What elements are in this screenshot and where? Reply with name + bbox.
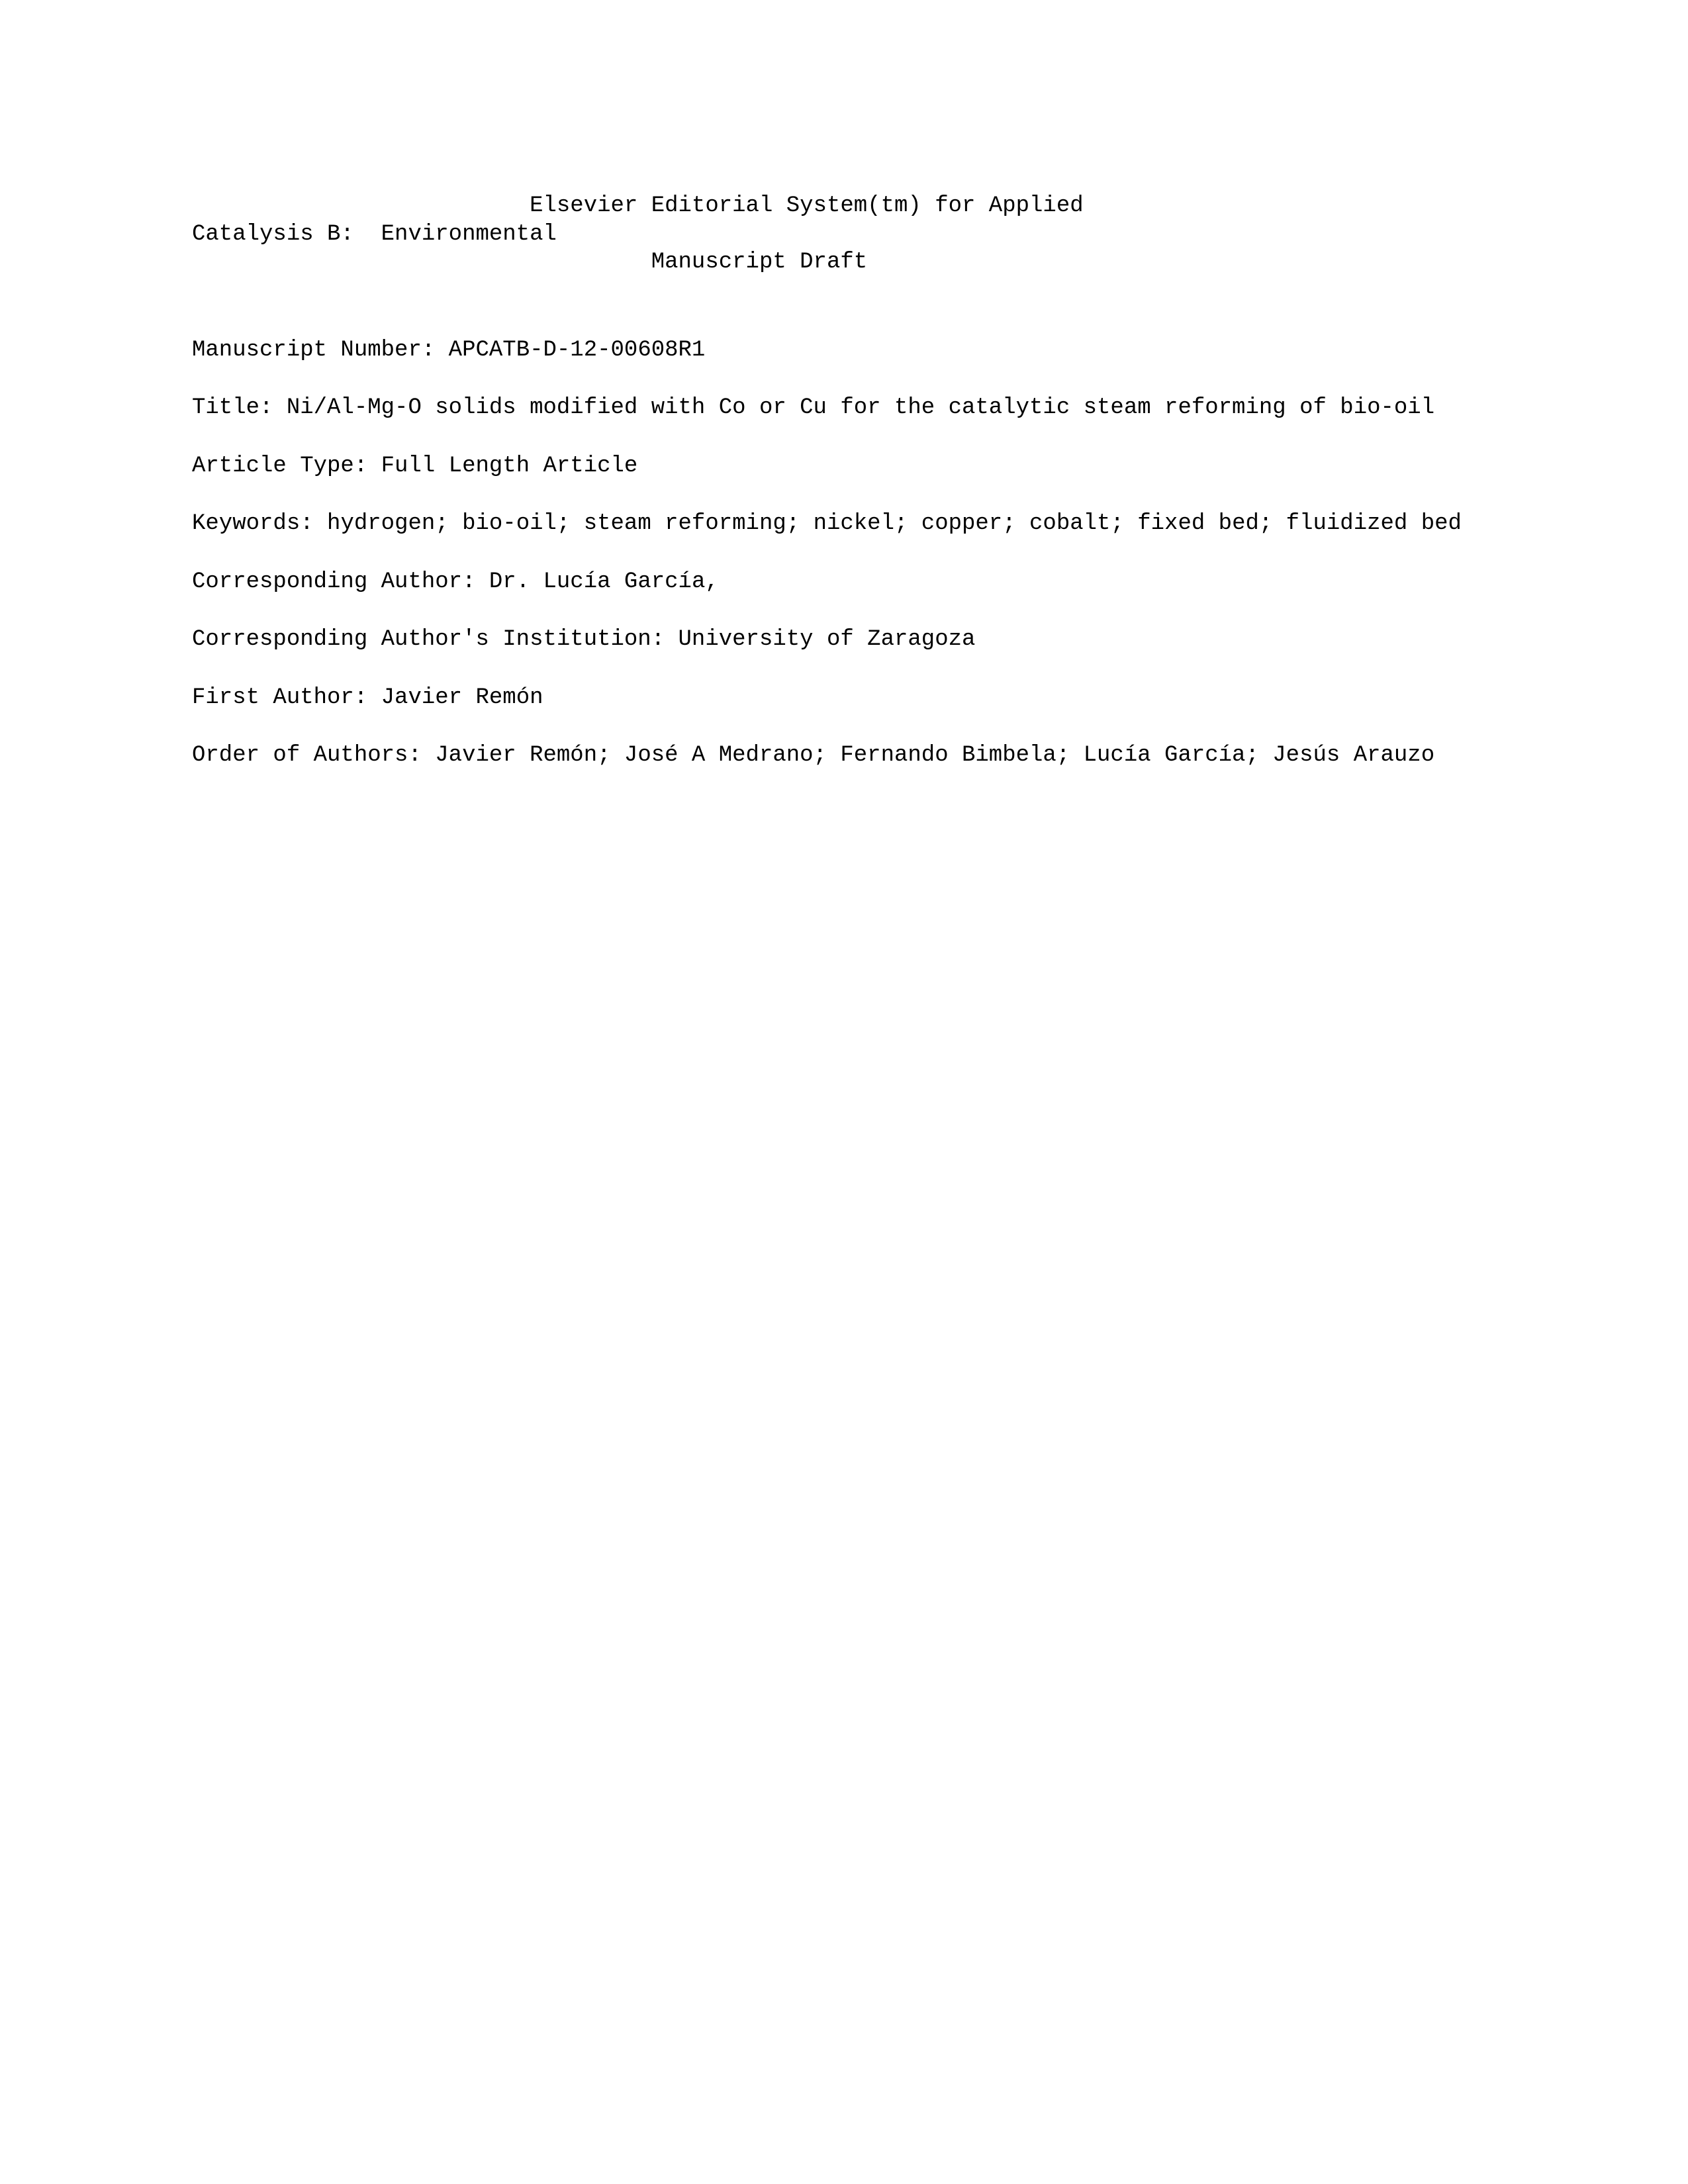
- title-field: Title: Ni/Al-Mg-O solids modified with C…: [192, 394, 1496, 422]
- manuscript-number-value: APCATB-D-12-00608R1: [449, 338, 706, 363]
- article-type-label: Article Type:: [192, 453, 367, 479]
- first-author-value: Javier Remón: [381, 685, 543, 710]
- manuscript-number-label: Manuscript Number:: [192, 338, 435, 363]
- header-indent-3: [192, 250, 651, 275]
- header-text-1: Elsevier Editorial System(tm) for Applie…: [530, 193, 1084, 218]
- order-authors-field: Order of Authors: Javier Remón; José A M…: [192, 741, 1496, 770]
- first-author-field: First Author: Javier Remón: [192, 684, 1496, 712]
- header-text-2: Catalysis B: Environmental: [192, 222, 557, 247]
- keywords-value: hydrogen; bio-oil; steam reforming; nick…: [327, 511, 1462, 536]
- header-line-1: Elsevier Editorial System(tm) for Applie…: [192, 192, 1496, 220]
- institution-label: Corresponding Author's Institution:: [192, 627, 665, 652]
- header-line-3: Manuscript Draft: [192, 248, 1496, 277]
- keywords-field: Keywords: hydrogen; bio-oil; steam refor…: [192, 510, 1496, 538]
- order-authors-value: Javier Remón; José A Medrano; Fernando B…: [435, 743, 1434, 768]
- header-indent-1: [192, 193, 530, 218]
- header-line-2: Catalysis B: Environmental: [192, 220, 1496, 249]
- article-type-value: Full Length Article: [381, 453, 638, 479]
- institution-value: University of Zaragoza: [679, 627, 976, 652]
- title-label: Title:: [192, 395, 273, 420]
- corresponding-author-field: Corresponding Author: Dr. Lucía García,: [192, 568, 1496, 596]
- article-type-field: Article Type: Full Length Article: [192, 452, 1496, 481]
- order-authors-label: Order of Authors:: [192, 743, 422, 768]
- first-author-label: First Author:: [192, 685, 367, 710]
- keywords-label: Keywords:: [192, 511, 314, 536]
- institution-field: Corresponding Author's Institution: Univ…: [192, 626, 1496, 654]
- corresponding-author-label: Corresponding Author:: [192, 569, 475, 594]
- corresponding-author-value: Dr. Lucía García,: [489, 569, 719, 594]
- title-value: Ni/Al-Mg-O solids modified with Co or Cu…: [287, 395, 1434, 420]
- header-text-3: Manuscript Draft: [651, 250, 867, 275]
- manuscript-number-field: Manuscript Number: APCATB-D-12-00608R1: [192, 336, 1496, 365]
